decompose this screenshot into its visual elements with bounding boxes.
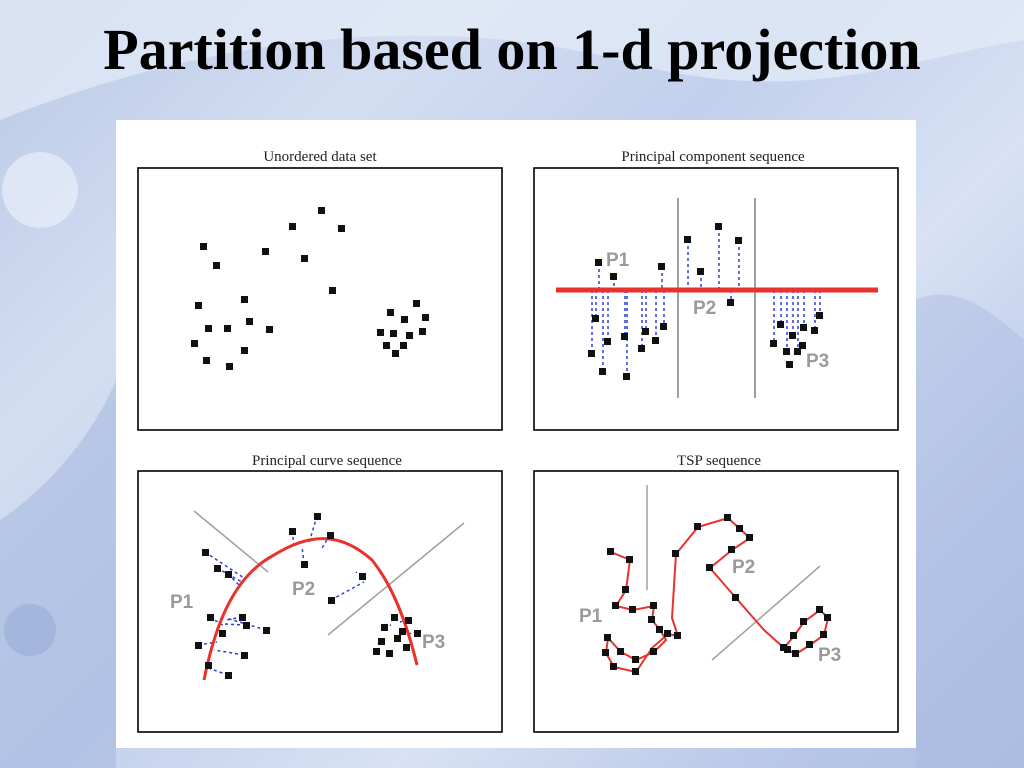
partition-label-p3: P3 [806, 351, 829, 372]
panel-frame [533, 167, 899, 431]
panel-caption: TSP sequence [677, 453, 761, 469]
partition-label-p2: P2 [732, 557, 755, 578]
panel-caption: Principal component sequence [621, 149, 805, 165]
partition-label-p3: P3 [818, 645, 841, 666]
panel-unordered: Unordered data set [137, 149, 503, 431]
principal-curve [202, 537, 419, 681]
figure-panel: Unordered data set Pri [116, 120, 916, 748]
partition-label-p2: P2 [693, 298, 716, 319]
data-points [191, 207, 429, 370]
panel-caption: Unordered data set [263, 149, 377, 165]
data-points [588, 223, 823, 380]
panel-tsp: TSP sequence [533, 453, 899, 733]
slide-title: Partition based on 1-d projection [103, 17, 921, 82]
partition-label-p1: P1 [579, 606, 603, 627]
panel-frame [533, 470, 899, 733]
panel-principal-component: Principal component sequence [533, 149, 899, 431]
data-points [195, 513, 421, 679]
partition-divider [711, 565, 821, 661]
partition-label-p2: P2 [292, 579, 315, 600]
panel-caption: Principal curve sequence [252, 453, 402, 469]
partition-label-p3: P3 [422, 632, 445, 653]
panel-principal-curve: Principal curve sequence [137, 453, 503, 733]
projection-lines [591, 227, 821, 377]
partition-label-p1: P1 [170, 592, 194, 613]
figure-diagram: Unordered data set Pri [137, 149, 899, 733]
partition-divider [327, 522, 465, 636]
partition-label-p1: P1 [606, 250, 630, 271]
partition-divider [193, 510, 269, 573]
data-points [602, 514, 831, 675]
